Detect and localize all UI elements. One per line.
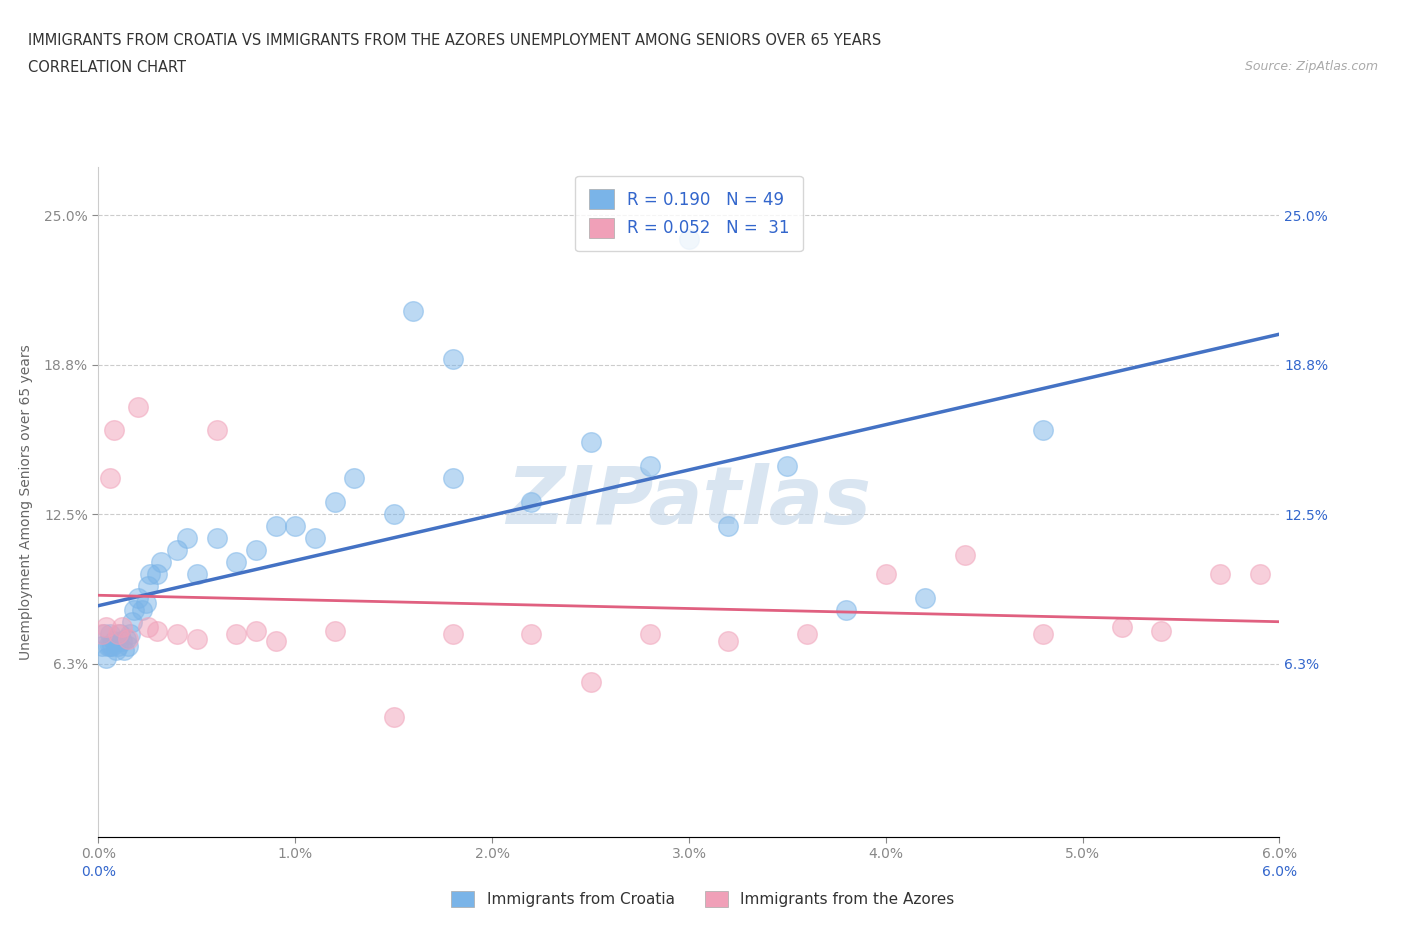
Point (176, 531, 198, 546)
Text: ZIPatlas: ZIPatlas (506, 463, 872, 541)
Point (107, 638, 129, 653)
Point (225, 626, 247, 641)
Legend: Immigrants from Croatia, Immigrants from the Azores: Immigrants from Croatia, Immigrants from… (446, 884, 960, 913)
Point (402, 303, 425, 318)
Point (323, 624, 346, 639)
Point (914, 591, 936, 605)
Point (91, 638, 114, 653)
Point (245, 542, 267, 557)
Text: IMMIGRANTS FROM CROATIA VS IMMIGRANTS FROM THE AZORES UNEMPLOYMENT AMONG SENIORS: IMMIGRANTS FROM CROATIA VS IMMIGRANTS FR… (28, 33, 882, 47)
Point (138, 566, 160, 581)
Point (1111, 619, 1133, 634)
Point (875, 566, 897, 581)
Point (579, 674, 602, 689)
Point (97, 638, 120, 653)
Point (1209, 566, 1232, 581)
Point (284, 519, 307, 534)
Point (1032, 423, 1054, 438)
Point (225, 554, 247, 569)
Point (107, 626, 129, 641)
Text: Source: ZipAtlas.com: Source: ZipAtlas.com (1244, 60, 1378, 73)
Point (205, 423, 228, 438)
Point (115, 631, 138, 646)
Point (101, 638, 124, 653)
Point (98, 471, 121, 485)
Point (1249, 566, 1271, 581)
Point (1032, 626, 1054, 641)
Point (136, 619, 159, 634)
Point (91, 626, 114, 641)
Point (127, 591, 149, 605)
Point (150, 554, 173, 569)
Point (264, 633, 287, 648)
Point (112, 643, 135, 658)
Point (127, 399, 149, 414)
Point (1150, 624, 1173, 639)
Point (108, 626, 131, 641)
Point (186, 566, 208, 581)
Point (96, 619, 118, 634)
Point (121, 615, 143, 630)
Point (638, 626, 661, 641)
Point (382, 710, 405, 724)
Point (166, 626, 188, 641)
Point (205, 531, 228, 546)
Text: CORRELATION CHART: CORRELATION CHART (28, 60, 186, 75)
Point (118, 626, 141, 641)
Y-axis label: Unemployment Among Seniors over 65 years: Unemployment Among Seniors over 65 years (18, 344, 32, 660)
Point (146, 624, 169, 639)
Point (98, 626, 121, 641)
Point (717, 633, 740, 648)
Point (520, 495, 543, 510)
Point (111, 633, 134, 648)
Point (520, 626, 543, 641)
Point (382, 507, 405, 522)
Point (579, 435, 602, 450)
Point (96, 650, 118, 665)
Point (776, 458, 799, 473)
Point (103, 423, 125, 438)
Point (105, 643, 128, 658)
Point (441, 471, 464, 485)
Point (136, 578, 159, 593)
Point (186, 631, 208, 646)
Point (264, 519, 287, 534)
Point (98, 638, 121, 653)
Legend: R = 0.190   N = 49, R = 0.052   N =  31: R = 0.190 N = 49, R = 0.052 N = 31 (575, 176, 803, 251)
Point (93, 626, 115, 641)
Point (343, 471, 366, 485)
Point (131, 603, 153, 618)
Point (166, 542, 188, 557)
Point (441, 626, 464, 641)
Point (146, 566, 169, 581)
Point (796, 626, 818, 641)
Point (245, 624, 267, 639)
Point (678, 232, 700, 246)
Point (117, 638, 139, 653)
Point (122, 603, 145, 618)
Point (304, 531, 326, 546)
Point (835, 603, 858, 618)
Point (117, 631, 139, 646)
Point (953, 548, 976, 563)
Point (717, 519, 740, 534)
Point (135, 595, 157, 610)
Point (111, 619, 134, 634)
Point (103, 633, 125, 648)
Point (441, 352, 464, 366)
Point (638, 458, 661, 473)
Point (323, 495, 346, 510)
